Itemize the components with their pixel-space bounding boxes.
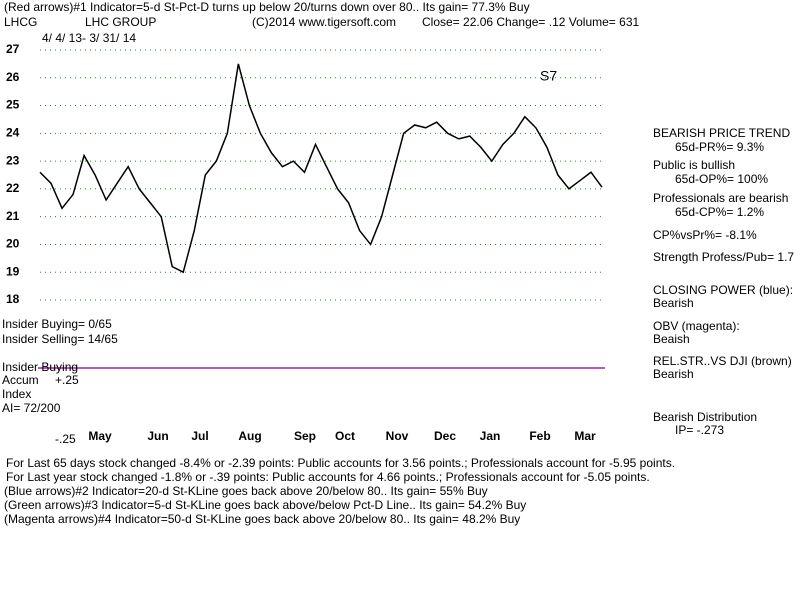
y-tick-label: 21 (6, 209, 20, 223)
x-tick-label: Sep (294, 429, 316, 443)
y-tick-label: 22 (6, 181, 20, 195)
header: (Red arrows)#1 Indicator=5-d St-Pct-D tu… (4, 0, 530, 14)
right-panel-text: 65d-CP%= 1.2% (675, 205, 764, 219)
y-tick-label: 24 (6, 126, 20, 140)
y-tick-label: 26 (6, 70, 20, 84)
ticker: LHCG (4, 15, 37, 29)
x-tick-label: Jul (191, 429, 208, 443)
left-label: +.25 (55, 373, 79, 387)
right-panel-text: Bearish (653, 367, 694, 381)
x-tick-label: May (88, 429, 112, 443)
y-tick-label: 18 (6, 292, 20, 306)
left-label: Insider Buying (2, 360, 78, 374)
left-label: -.25 (55, 432, 76, 446)
footer-text: For Last year stock changed -1.8% or -.3… (6, 470, 650, 484)
chart-title: LHC GROUP (85, 15, 156, 29)
y-tick-label: 23 (6, 153, 20, 167)
y-tick-label: 25 (6, 98, 20, 112)
footer-text: (Magenta arrows)#4 Indicator=50-d St-KLi… (4, 512, 520, 526)
footer-text: (Blue arrows)#2 Indicator=20-d St-KLine … (4, 484, 488, 498)
annotation: S7 (540, 68, 557, 84)
y-tick-label: 19 (6, 264, 20, 278)
right-panel-text: BEARISH PRICE TREND (653, 126, 790, 140)
x-tick-label: Nov (386, 429, 409, 443)
left-label: Insider Selling= 14/65 (2, 332, 118, 346)
price-line (39, 63, 603, 274)
x-tick-label: Jan (480, 429, 501, 443)
right-panel-text: Bearish (653, 296, 694, 310)
right-panel-text: Strength Profess/Pub= 1.7 (653, 250, 794, 264)
left-label: Index (2, 387, 31, 401)
left-label: AI= 72/200 (2, 401, 61, 415)
left-label: Insider Buying= 0/65 (2, 317, 112, 331)
right-panel-text: OBV (magenta): (653, 319, 740, 333)
right-panel-text: Public is bullish (653, 158, 735, 172)
right-panel-text: CP%vsPr%= -8.1% (653, 228, 757, 242)
x-tick-label: Oct (335, 429, 355, 443)
left-label: Accum (2, 373, 39, 387)
right-panel-text: Bearish Distribution (653, 410, 757, 424)
right-panel-text: IP= -.273 (675, 423, 724, 437)
right-panel-text: 65d-OP%= 100% (675, 172, 768, 186)
right-panel-text: Professionals are bearish (653, 191, 788, 205)
right-panel-text: Beaish (653, 332, 690, 346)
x-tick-label: Dec (434, 429, 456, 443)
y-tick-label: 27 (6, 42, 20, 56)
copyright: (C)2014 www.tigersoft.com (252, 15, 396, 29)
x-tick-label: Jun (147, 429, 168, 443)
y-tick-label: 20 (6, 237, 20, 251)
quote: Close= 22.06 Change= .12 Volume= 631 (422, 15, 639, 29)
footer-text: For Last 65 days stock changed -8.4% or … (6, 456, 675, 470)
footer-text: (Green arrows)#3 Indicator=5-d St-KLine … (4, 498, 526, 512)
date-range: 4/ 4/ 13- 3/ 31/ 14 (42, 31, 136, 45)
x-tick-label: Aug (238, 429, 261, 443)
right-panel-text: 65d-PR%= 9.3% (675, 140, 764, 154)
right-panel-text: CLOSING POWER (blue): (653, 283, 793, 297)
right-panel-text: REL.STR..VS DJI (brown) (653, 354, 792, 368)
x-tick-label: Mar (574, 429, 596, 443)
x-tick-label: Feb (529, 429, 550, 443)
